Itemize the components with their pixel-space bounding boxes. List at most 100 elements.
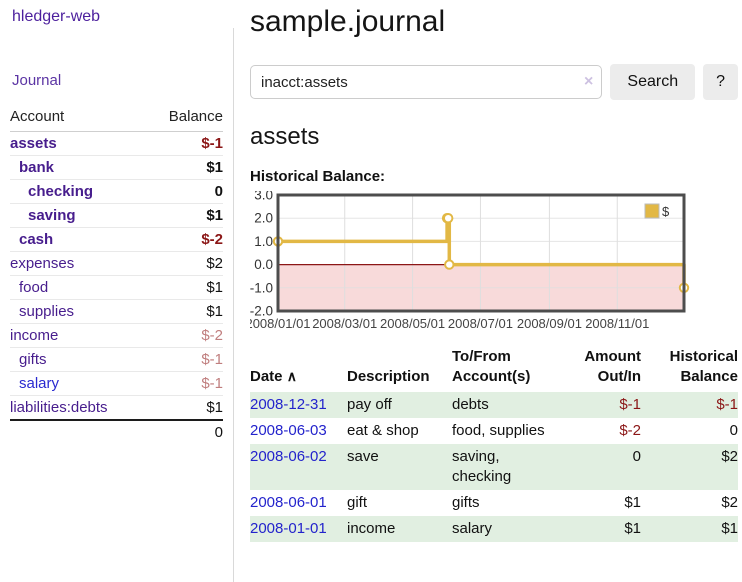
- transaction-date-link[interactable]: 2008-01-01: [250, 520, 327, 537]
- sidebar: hledger-web Journal Account Balance asse…: [0, 0, 233, 444]
- account-row: cash $-2: [10, 227, 223, 252]
- account-link-gifts[interactable]: gifts: [19, 351, 47, 368]
- account-balance: $-1: [146, 371, 223, 396]
- account-cell: saving: [10, 203, 147, 228]
- transaction-amount: $1: [624, 520, 641, 537]
- search-input[interactable]: [250, 65, 603, 99]
- transaction-date-link[interactable]: 2008-12-31: [250, 396, 327, 413]
- account-link-bank[interactable]: bank: [19, 159, 55, 176]
- transaction-description: eat & shop: [347, 422, 419, 439]
- account-heading: assets: [250, 123, 320, 150]
- account-balance: $-1: [146, 347, 223, 372]
- chart-legend: $: [644, 203, 670, 219]
- account-balance: $-2: [146, 323, 223, 348]
- account-link-saving[interactable]: saving: [28, 207, 76, 224]
- account-row: assets $-1: [10, 132, 223, 156]
- account-row: food $1: [10, 275, 223, 300]
- clear-search-icon[interactable]: ×: [584, 73, 594, 90]
- account-link-supplies[interactable]: supplies: [19, 303, 75, 320]
- account-link-food[interactable]: food: [19, 279, 49, 296]
- x-tick-label: 2008/01/01: [250, 316, 311, 331]
- transaction-amount: $-1: [619, 396, 641, 413]
- account-link-expenses[interactable]: expenses: [10, 255, 75, 272]
- account-balance: $1: [146, 395, 223, 420]
- help-button[interactable]: ?: [703, 64, 738, 100]
- account-cell: salary: [10, 371, 147, 396]
- transaction-accounts: gifts: [452, 494, 480, 511]
- y-tick-label: -1.0: [250, 280, 273, 295]
- account-balance: $-2: [146, 227, 223, 252]
- sort-ascending-icon: ∧: [286, 368, 297, 384]
- register-table: Date ∧ Description To/From Account(s) Am…: [250, 345, 738, 542]
- historical-balance-chart[interactable]: 3.0 2.0 1.0 0.0 -1.0 -2.0 2008/01/01 2008/03/01…: [250, 191, 738, 337]
- account-link-salary[interactable]: salary: [19, 375, 60, 392]
- account-cell: liabilities:debts: [10, 395, 147, 420]
- account-balance: $1: [146, 203, 223, 228]
- accounts-header-balance: Balance: [146, 105, 223, 132]
- account-cell: supplies: [10, 299, 147, 324]
- transaction-date-link[interactable]: 2008-06-02: [250, 448, 327, 465]
- account-row: salary $-1: [10, 371, 223, 396]
- transaction-date-cell: 2008-01-01: [250, 516, 347, 542]
- transaction-date-link[interactable]: 2008-06-01: [250, 494, 327, 511]
- chart-title: Historical Balance:: [250, 168, 386, 185]
- transaction-description: save: [347, 448, 379, 465]
- register-header-date[interactable]: Date ∧: [250, 368, 297, 385]
- legend-swatch: [644, 203, 660, 219]
- account-link-checking[interactable]: checking: [28, 183, 94, 200]
- accounts-total-row: 0: [10, 419, 223, 444]
- account-link-cash[interactable]: cash: [19, 231, 54, 248]
- account-balance: $-1: [201, 135, 223, 152]
- search-button[interactable]: Search: [610, 64, 696, 100]
- sidebar-divider: [233, 28, 234, 582]
- transaction-balance: 0: [729, 422, 738, 439]
- app-title-link[interactable]: hledger-web: [12, 8, 101, 25]
- transaction-date-cell: 2008-06-01: [250, 490, 347, 516]
- transaction-date-cell: 2008-06-03: [250, 418, 347, 444]
- transaction-row: 2008-06-01 gift gifts $1 $2: [250, 490, 738, 516]
- account-balance: 0: [146, 179, 223, 204]
- account-link-assets[interactable]: assets: [10, 135, 57, 152]
- register-body: 2008-12-31 pay off debts $-1 $-1 2008-06-03 ea…: [250, 392, 738, 542]
- account-row: expenses $2: [10, 251, 223, 276]
- register-header-accounts: To/From Account(s): [452, 348, 531, 385]
- transaction-date-link[interactable]: 2008-06-03: [250, 422, 327, 439]
- transaction-date-cell: 2008-06-02: [250, 444, 347, 490]
- x-tick-label: 2008/11/01: [585, 316, 649, 331]
- transaction-accounts: saving, checking: [452, 448, 512, 485]
- account-cell: income: [10, 323, 147, 348]
- register-header-description: Description: [347, 368, 430, 385]
- account-row: liabilities:debts $1: [10, 395, 223, 420]
- x-tick-label: 2008/07/01: [448, 316, 513, 331]
- x-tick-label: 2008/09/01: [517, 316, 582, 331]
- account-link-liabilities-debts[interactable]: liabilities:debts: [10, 399, 108, 416]
- register-header-balance: Historical Balance: [669, 348, 738, 385]
- transaction-row: 2008-06-03 eat & shop food, supplies $-2 0: [250, 418, 738, 444]
- accounts-header-account: Account: [10, 105, 147, 132]
- transaction-amount: $1: [624, 494, 641, 511]
- accounts-total-value: 0: [146, 419, 223, 444]
- transaction-row: 2008-06-02 save saving, checking 0 $2: [250, 444, 738, 490]
- transaction-description: pay off: [347, 396, 392, 413]
- y-tick-label: 2.0: [254, 211, 273, 226]
- account-cell: checking: [10, 179, 147, 204]
- main-content: sample.journal × Search ? assets Histori…: [250, 0, 738, 542]
- accounts-table: Account Balance assets $-1 bank $1 checking 0…: [10, 105, 223, 444]
- y-tick-label: -2.0: [250, 304, 273, 319]
- transaction-accounts: salary: [452, 520, 493, 537]
- data-point-marker: [442, 213, 454, 224]
- account-link-income[interactable]: income: [10, 327, 59, 344]
- account-cell: assets: [10, 132, 147, 156]
- transaction-description: income: [347, 520, 396, 537]
- sidebar-item-journal[interactable]: Journal: [12, 72, 62, 89]
- account-cell: food: [10, 275, 147, 300]
- transaction-balance: $2: [721, 494, 738, 511]
- transaction-row: 2008-12-31 pay off debts $-1 $-1: [250, 392, 738, 418]
- account-row: supplies $1: [10, 299, 223, 324]
- account-cell: gifts: [10, 347, 147, 372]
- account-row: saving $1: [10, 203, 223, 228]
- account-balance: $1: [146, 275, 223, 300]
- account-cell: expenses: [10, 251, 147, 276]
